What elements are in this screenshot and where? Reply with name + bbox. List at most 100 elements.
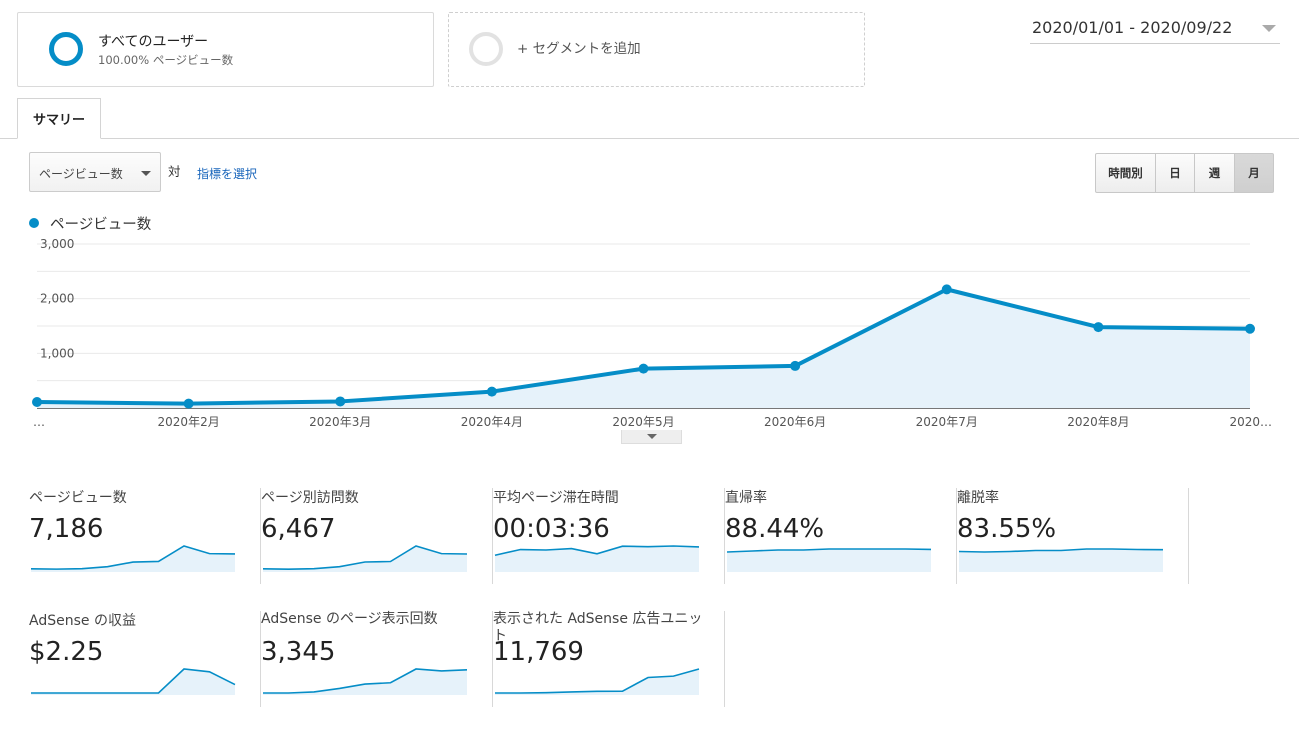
empty-segment-circle-icon [469, 32, 503, 66]
data-point[interactable] [1093, 322, 1104, 333]
segment-card-all-users[interactable]: すべてのユーザー 100.00% ページビュー数 [17, 12, 434, 87]
segment-circle-icon [49, 32, 83, 66]
data-point[interactable] [941, 284, 952, 295]
segment-subtitle: 100.00% ページビュー数 [98, 53, 234, 67]
granularity-label: 月 [1248, 166, 1260, 180]
metric-sparkline [31, 668, 236, 695]
sparkline-line [262, 545, 468, 570]
sparkline-area [495, 669, 699, 695]
segment-name: すべてのユーザー [98, 34, 209, 50]
metric-tile[interactable]: 離脱率 83.55% [957, 488, 1189, 584]
x-tick-label: 2020年5月 [612, 415, 674, 429]
data-point[interactable] [32, 396, 42, 407]
data-point[interactable] [1245, 323, 1255, 334]
sparkline-area [727, 549, 931, 572]
metric-tile[interactable]: ページ別訪問数 6,467 [261, 488, 493, 584]
granularity-week-button[interactable]: 週 [1194, 153, 1235, 193]
metric-tile[interactable]: 表示された AdSense 広告ユニット 11,769 [493, 611, 725, 707]
metric-tile-name: AdSense のページ表示回数 [261, 611, 438, 627]
x-tick-label: 2020年4月 [461, 415, 523, 429]
add-segment-label: + セグメントを追加 [517, 41, 641, 57]
metric-sparkline [494, 545, 700, 572]
metric-tile-name: 平均ページ滞在時間 [493, 490, 619, 506]
series-legend-marker [29, 218, 39, 228]
sparkline-line [263, 668, 468, 694]
metric-tile[interactable]: 直帰率 88.44% [725, 488, 957, 584]
metric-tile-value: 6,467 [261, 514, 336, 544]
x-tick-label: 2020年8月 [1067, 415, 1129, 429]
sparkline-line [494, 545, 700, 557]
x-tick-label: 2020年7月 [916, 415, 978, 429]
tab-summary[interactable]: サマリー [17, 98, 101, 139]
data-point[interactable] [486, 386, 497, 397]
sparkline-area [263, 669, 467, 695]
series-area [37, 289, 1250, 408]
chevron-down-icon [1262, 25, 1276, 32]
series-legend-label: ページビュー数 [50, 217, 152, 233]
versus-label: 対 [168, 164, 181, 179]
sparkline-area [959, 549, 1163, 572]
metric-tile-name: ページ別訪問数 [261, 490, 359, 506]
metric-tile-value: 3,345 [261, 637, 336, 667]
data-point[interactable] [335, 396, 346, 407]
x-tick-label: 2020年2月 [158, 415, 220, 429]
sparkline-line [958, 548, 1164, 553]
metric-sparkline [958, 548, 1164, 572]
metric-tile-name: ページビュー数 [29, 490, 127, 506]
x-tick-label: 2020年3月 [309, 415, 371, 429]
granularity-day-button[interactable]: 日 [1155, 153, 1195, 193]
tab-divider [0, 138, 1299, 139]
sparkline-area [263, 546, 467, 572]
data-point[interactable] [638, 363, 649, 374]
data-point[interactable] [183, 398, 194, 409]
metric-dropdown-label: ページビュー数 [39, 167, 123, 181]
x-tick-label: 2020年6月 [764, 415, 826, 429]
granularity-month-button[interactable]: 月 [1234, 153, 1274, 193]
tab-summary-label: サマリー [32, 113, 85, 128]
metric-sparkline [263, 668, 468, 695]
sparkline-line [495, 668, 700, 694]
metric-tile-name: 直帰率 [725, 490, 767, 506]
metric-tile[interactable]: ページビュー数 7,186 [29, 488, 261, 584]
metric-tile-value: $2.25 [29, 637, 104, 667]
y-tick-label: 1,000 [40, 346, 74, 360]
metric-tile-value: 88.44% [725, 514, 825, 544]
metric-tile-value: 83.55% [957, 514, 1057, 544]
sparkline-area [31, 669, 235, 695]
metric-sparkline [262, 545, 468, 572]
granularity-label: 時間別 [1108, 166, 1143, 180]
granularity-label: 日 [1169, 166, 1181, 180]
metric-tile-value: 11,769 [493, 637, 584, 667]
metric-tile[interactable]: AdSense のページ表示回数 3,345 [261, 611, 493, 707]
chevron-down-icon [141, 171, 151, 176]
metric-tile[interactable]: AdSense の収益 $2.25 [29, 611, 261, 707]
metric-tile-value: 7,186 [29, 514, 104, 544]
data-point[interactable] [790, 360, 801, 371]
sparkline-area [495, 546, 699, 572]
pageviews-line-chart: 1,000 2,000 3,000 … 2020年2月 2020年3月 2020年4月 202… [32, 237, 1272, 429]
collapse-chart-toggle[interactable] [621, 430, 682, 444]
add-segment-card[interactable]: + セグメントを追加 [448, 12, 865, 87]
y-tick-label: 2,000 [40, 292, 74, 306]
chevron-down-icon [647, 434, 657, 439]
metric-sparkline [726, 548, 932, 572]
sparkline-line [726, 548, 932, 553]
sparkline-line [30, 545, 236, 570]
metric-tile-name: 離脱率 [957, 490, 999, 506]
metric-sparkline [495, 668, 700, 695]
x-tick-label: … [33, 415, 45, 429]
x-tick-label: 2020… [1229, 415, 1272, 429]
select-metric-link[interactable]: 指標を選択 [197, 167, 258, 181]
metric-dropdown[interactable]: ページビュー数 [29, 152, 161, 192]
metric-tile-name: 表示された AdSense 広告ユニット [493, 611, 703, 644]
metric-tile-name: AdSense の収益 [29, 613, 136, 629]
sparkline-area [31, 546, 235, 572]
sparkline-line [31, 668, 236, 694]
metric-sparkline [30, 545, 236, 572]
granularity-label: 週 [1208, 166, 1221, 180]
date-range-text: 2020/01/01 - 2020/09/22 [1032, 18, 1233, 37]
y-tick-label: 3,000 [40, 237, 74, 251]
date-range-selector[interactable]: 2020/01/01 - 2020/09/22 [1030, 17, 1280, 44]
metric-tile[interactable]: 平均ページ滞在時間 00:03:36 [493, 488, 725, 584]
metric-tile-value: 00:03:36 [493, 514, 610, 544]
